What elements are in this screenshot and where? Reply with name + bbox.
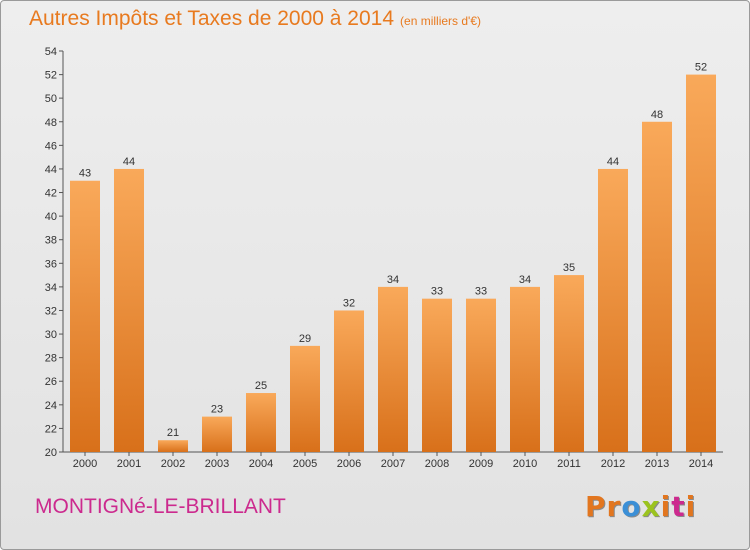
bar-2006 [334, 310, 364, 452]
y-tick-label: 20 [45, 447, 57, 459]
y-tick-label: 46 [45, 140, 57, 152]
x-tick-label: 2011 [557, 458, 581, 470]
data-label-2010: 34 [519, 274, 531, 286]
logo-letter: i [660, 490, 672, 523]
data-label-2002: 21 [167, 427, 179, 439]
logo-letter: i [685, 490, 697, 523]
bar-2010 [510, 286, 540, 452]
y-tick-label: 26 [45, 376, 57, 388]
data-label-2011: 35 [563, 262, 575, 274]
data-label-2004: 25 [255, 380, 267, 392]
x-tick-label: 2014 [689, 458, 713, 470]
y-tick-label: 28 [45, 353, 57, 365]
y-tick-label: 40 [45, 211, 57, 223]
x-tick-label: 2002 [161, 458, 185, 470]
data-label-2000: 43 [79, 168, 91, 180]
x-tick-label: 2003 [205, 458, 229, 470]
bar-2004 [246, 393, 276, 452]
bar-2014 [686, 74, 716, 453]
bar-2005 [290, 345, 320, 452]
logo-letter: P [585, 490, 607, 523]
y-tick-label: 50 [45, 93, 57, 105]
data-label-2012: 44 [607, 156, 619, 168]
y-tick-label: 34 [45, 282, 57, 294]
x-tick-label: 2010 [513, 458, 537, 470]
chart-title-text: Autres Impôts et Taxes de 2000 à 2014 [29, 7, 395, 30]
x-tick-label: 2007 [381, 458, 405, 470]
x-tick-label: 2009 [469, 458, 493, 470]
bar-2011 [554, 275, 584, 452]
x-tick-label: 2006 [337, 458, 361, 470]
y-tick-label: 42 [45, 188, 57, 200]
x-tick-label: 2004 [249, 458, 273, 470]
data-label-2005: 29 [299, 333, 311, 345]
bar-2002 [158, 440, 188, 452]
data-label-2014: 52 [695, 62, 707, 74]
data-label-2013: 48 [651, 109, 663, 121]
y-tick-label: 48 [45, 117, 57, 129]
bar-2009 [466, 298, 496, 452]
bar-2012 [598, 168, 628, 453]
x-tick-label: 2005 [293, 458, 317, 470]
bar-2001 [114, 168, 144, 453]
bar-2013 [642, 121, 672, 452]
x-tick-label: 2013 [645, 458, 669, 470]
chart-subtitle: (en milliers d'€) [400, 14, 482, 28]
logo-letter: o [621, 490, 642, 523]
y-tick-label: 22 [45, 423, 57, 435]
y-axis: 20 22 24 26 28 30 32 34 36 38 40 42 44 46 48 50 52 54 [45, 46, 64, 459]
logo-letter: x [641, 490, 661, 523]
bar-2007 [378, 286, 408, 452]
x-tick-label: 2008 [425, 458, 449, 470]
data-label-2006: 32 [343, 297, 355, 309]
bars [70, 74, 716, 453]
data-labels: 43 44 21 23 25 29 32 34 33 33 34 35 44 48 52 [79, 62, 707, 440]
x-tick-label: 2000 [73, 458, 97, 470]
y-tick-label: 44 [45, 164, 57, 176]
logo-letter: r [606, 490, 622, 523]
proxiti-logo: Proxiti [585, 490, 696, 523]
chart-title: Autres Impôts et Taxes de 2000 à 2014 (en… [29, 7, 481, 31]
y-tick-label: 38 [45, 235, 57, 247]
y-tick-label: 24 [45, 400, 57, 412]
x-axis: 2000 2001 2002 2003 2004 2005 2006 2007 2008 2009… [63, 451, 723, 470]
data-label-2001: 44 [123, 156, 135, 168]
x-tick-label: 2001 [117, 458, 141, 470]
x-tick-label: 2012 [601, 458, 625, 470]
y-tick-label: 52 [45, 70, 57, 82]
data-label-2007: 34 [387, 274, 399, 286]
y-tick-label: 30 [45, 329, 57, 341]
y-tick-label: 54 [45, 46, 57, 58]
data-label-2008: 33 [431, 286, 443, 298]
bar-2008 [422, 298, 452, 452]
data-label-2009: 33 [475, 286, 487, 298]
y-tick-label: 32 [45, 305, 57, 317]
bar-2000 [70, 180, 100, 452]
logo-letter: t [671, 490, 686, 523]
data-label-2003: 23 [211, 404, 223, 416]
commune-name: MONTIGNé-LE-BRILLANT [35, 495, 286, 518]
y-tick-label: 36 [45, 258, 57, 270]
bar-2003 [202, 416, 232, 452]
